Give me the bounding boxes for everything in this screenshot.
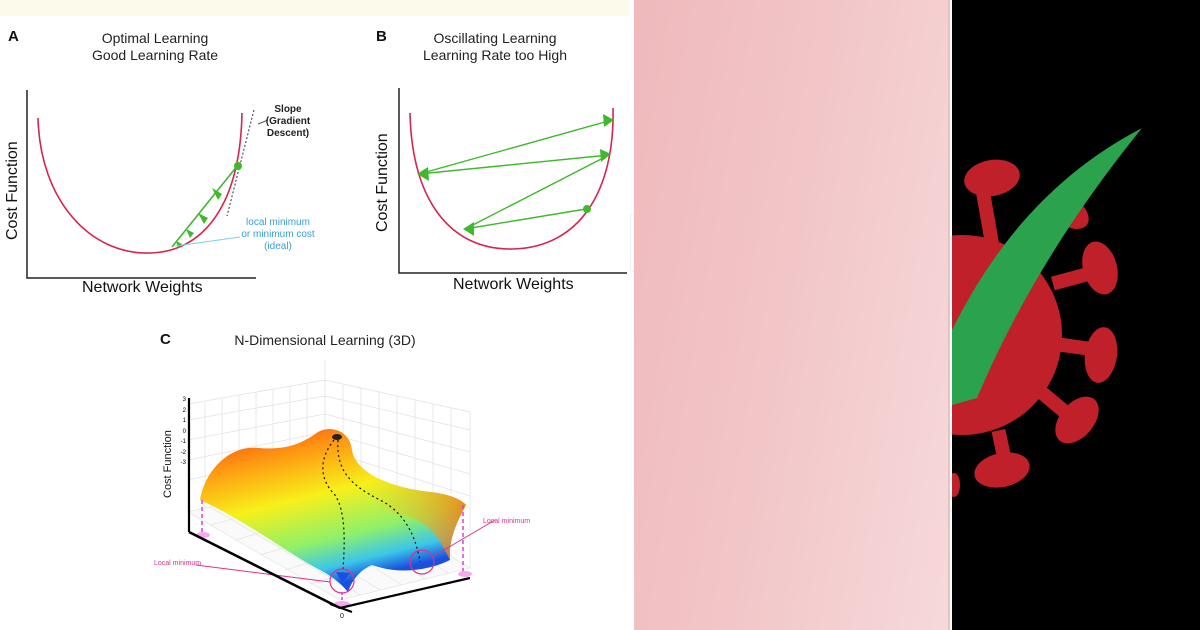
z-tick: 2 (182, 407, 186, 414)
panel-b-letter: B (376, 28, 387, 45)
slope-label-line1: Slope (274, 104, 302, 115)
local-minimum-annotation: local minimum or minimum cost (ideal) (228, 217, 328, 253)
slope-annotation: Slope (Gradient Descent) (256, 104, 320, 140)
virus-check-icon (952, 128, 1142, 497)
z-tick: 3 (182, 397, 186, 403)
panel-b-title-line1: Oscillating Learning (433, 30, 557, 46)
logo-panel (952, 0, 1200, 630)
panel-b-xlabel: Network Weights (453, 276, 574, 293)
panel-b-title-line2: Learning Rate too High (423, 47, 567, 63)
origin-label: 0 (340, 613, 344, 620)
panel-c-3d-surface (186, 360, 496, 613)
panel-c-title: N-Dimensional Learning (3D) (234, 332, 416, 348)
slope-label-line2: (Gradient (265, 116, 311, 127)
panel-a-title: Optimal Learning Good Learning Rate (60, 30, 250, 64)
slope-label-line3: Descent) (266, 128, 310, 139)
pink-panel-edge (948, 0, 950, 630)
panel-c-z-ticks: 3 2 1 0 -1 -2 -3 (178, 395, 186, 469)
min-label-line1: local minimum (246, 217, 310, 228)
panel-a-xlabel: Network Weights (82, 279, 203, 296)
pink-overlay-panel (634, 0, 950, 630)
panel-a-title-line1: Optimal Learning (101, 30, 209, 46)
min-label-line2: or minimum cost (241, 229, 315, 240)
panel-c-letter: C (160, 331, 171, 348)
z-tick: 0 (182, 428, 186, 435)
panel-a-title-line2: Good Learning Rate (91, 47, 219, 63)
z-tick: -3 (180, 460, 186, 466)
z-tick: 1 (182, 418, 186, 424)
panel-b-title: Oscillating Learning Learning Rate too H… (405, 30, 585, 64)
min-label-line3: (ideal) (264, 241, 292, 252)
right-local-minimum-label: Local minimum (483, 518, 531, 525)
z-tick: -2 (180, 449, 186, 456)
learning-rate-figure: A Optimal Learning Good Learning Rate Co… (0, 0, 640, 620)
panel-b-plot (398, 88, 627, 274)
panel-a-letter: A (8, 28, 19, 45)
left-local-minimum-label: Local minimum (154, 560, 202, 567)
z-tick: -1 (180, 439, 186, 445)
top-strip (0, 0, 630, 16)
panel-a-plot (26, 90, 269, 279)
